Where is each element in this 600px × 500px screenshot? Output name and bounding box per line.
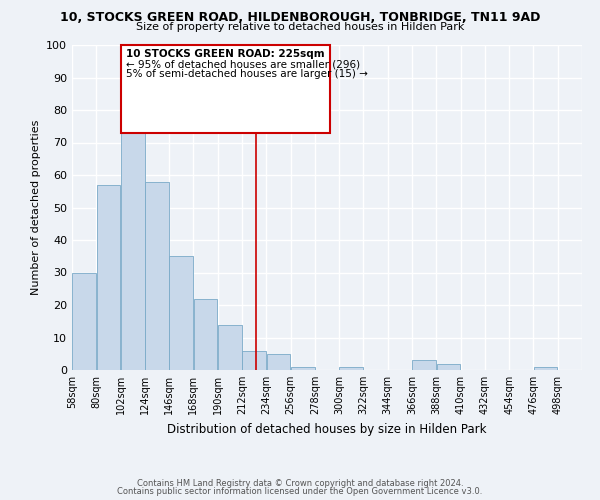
Text: 10, STOCKS GREEN ROAD, HILDENBOROUGH, TONBRIDGE, TN11 9AD: 10, STOCKS GREEN ROAD, HILDENBOROUGH, TO… xyxy=(60,11,540,24)
Bar xyxy=(412,360,436,370)
Bar xyxy=(169,256,193,370)
Bar xyxy=(145,182,169,370)
Text: Size of property relative to detached houses in Hilden Park: Size of property relative to detached ho… xyxy=(136,22,464,32)
Bar xyxy=(266,354,290,370)
Bar xyxy=(533,367,557,370)
Bar xyxy=(291,367,314,370)
Bar xyxy=(72,272,96,370)
Bar xyxy=(242,350,266,370)
Bar xyxy=(194,298,217,370)
Bar xyxy=(97,184,121,370)
Y-axis label: Number of detached properties: Number of detached properties xyxy=(31,120,41,295)
Text: ← 95% of detached houses are smaller (296): ← 95% of detached houses are smaller (29… xyxy=(125,60,360,70)
X-axis label: Distribution of detached houses by size in Hilden Park: Distribution of detached houses by size … xyxy=(167,422,487,436)
Bar xyxy=(218,324,242,370)
Text: Contains public sector information licensed under the Open Government Licence v3: Contains public sector information licen… xyxy=(118,487,482,496)
Text: Contains HM Land Registry data © Crown copyright and database right 2024.: Contains HM Land Registry data © Crown c… xyxy=(137,478,463,488)
Bar xyxy=(340,367,363,370)
Text: 10 STOCKS GREEN ROAD: 225sqm: 10 STOCKS GREEN ROAD: 225sqm xyxy=(126,49,325,59)
Text: 5% of semi-detached houses are larger (15) →: 5% of semi-detached houses are larger (1… xyxy=(125,70,368,80)
Bar xyxy=(121,110,145,370)
FancyBboxPatch shape xyxy=(121,45,331,132)
Bar xyxy=(437,364,460,370)
